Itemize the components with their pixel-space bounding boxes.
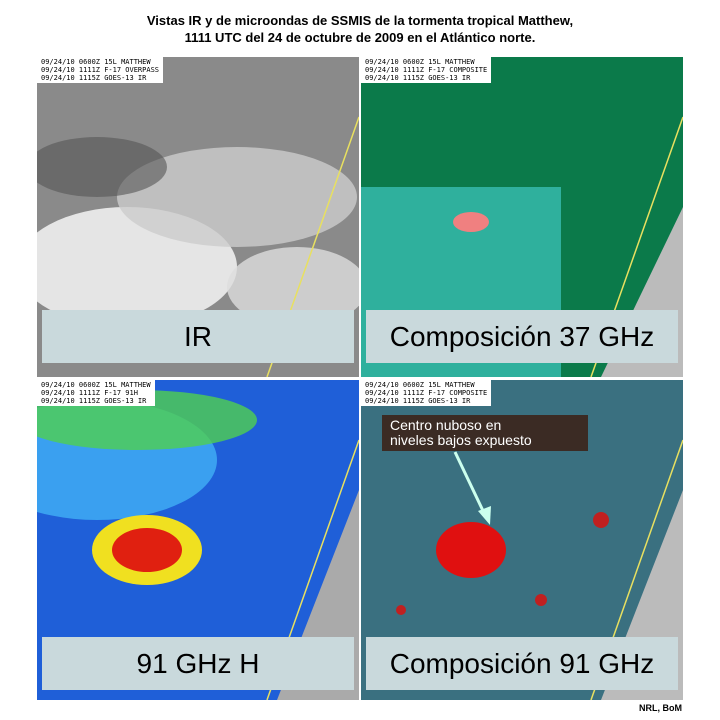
image-panel: 09/24/10 0600Z 15L MATTHEW 09/24/10 1111Z…: [37, 380, 359, 700]
panel-label: Composición 91 GHz: [366, 637, 678, 690]
annotation-line: niveles bajos expuesto: [390, 432, 532, 448]
panel-label: Composición 37 GHz: [366, 310, 678, 363]
header-line: 09/24/10 1111Z F-17 OVERPASS: [41, 66, 160, 74]
title-line: 1111 UTC del 24 de octubre de 2009 en el…: [184, 30, 536, 45]
credit: NRL, BoM: [639, 703, 682, 713]
image-header: 09/24/10 0600Z 15L MATTHEW 09/24/10 1111Z…: [361, 380, 492, 406]
header-line: 09/24/10 1111Z F-17 COMPOSITE: [365, 389, 488, 397]
header-line: 09/24/10 0600Z 15L MATTHEW: [41, 58, 151, 66]
image-header: 09/24/10 0600Z 15L MATTHEW 09/24/10 1111Z…: [37, 380, 155, 406]
title-line: Vistas IR y de microondas de SSMIS de la…: [146, 13, 574, 28]
image-header: 09/24/10 0600Z 15L MATTHEW 09/24/10 1111Z…: [361, 57, 492, 83]
header-line: 09/24/10 0600Z 15L MATTHEW: [41, 381, 151, 389]
header-line: 09/24/10 1111Z F-17 91H: [41, 389, 138, 397]
title: Vistas IR y de microondas de SSMIS de la…: [0, 12, 720, 46]
header-line: 09/24/10 1115Z GOES-13 IR: [365, 397, 471, 405]
image-panel: 09/24/10 0600Z 15L MATTHEW 09/24/10 1111Z…: [361, 57, 683, 377]
header-line: 09/24/10 1115Z GOES-13 IR: [41, 397, 147, 405]
panel-label: 91 GHz H: [42, 637, 354, 690]
annotation: Centro nuboso en niveles bajos expuesto: [382, 415, 588, 451]
header-line: 09/24/10 0600Z 15L MATTHEW: [365, 58, 475, 66]
header-line: 09/24/10 1115Z GOES-13 IR: [365, 74, 471, 82]
header-line: 09/24/10 0600Z 15L MATTHEW: [365, 381, 475, 389]
image-header: 09/24/10 0600Z 15L MATTHEW 09/24/10 1111Z…: [37, 57, 164, 83]
image-panel: 09/24/10 0600Z 15L MATTHEW 09/24/10 1111Z…: [37, 57, 359, 377]
panel-label: IR: [42, 310, 354, 363]
header-line: 09/24/10 1115Z GOES-13 IR: [41, 74, 147, 82]
header-line: 09/24/10 1111Z F-17 COMPOSITE: [365, 66, 488, 74]
annotation-line: Centro nuboso en: [390, 417, 502, 433]
